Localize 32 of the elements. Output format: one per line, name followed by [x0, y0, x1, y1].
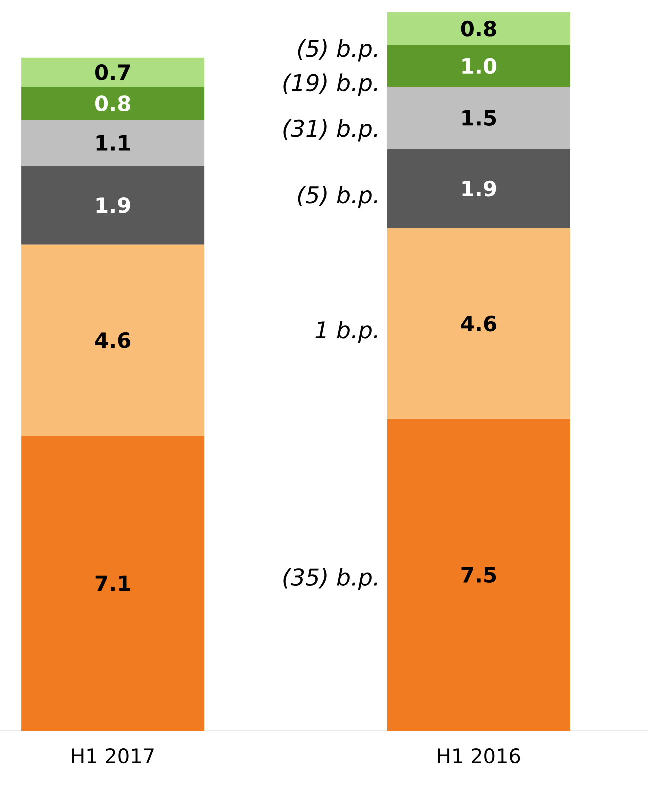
annotation: 1 b.p. [316, 320, 378, 344]
bar [387, 419, 570, 731]
data-label: 7.5 [462, 567, 496, 583]
bar [22, 436, 205, 731]
bar [387, 149, 570, 228]
data-label: 0.8 [95, 96, 130, 112]
data-label: 7.1 [96, 576, 130, 592]
bar [387, 45, 570, 87]
x-tick-label: H1 2017 [72, 748, 154, 764]
data-label: 0.8 [461, 20, 496, 37]
data-label: 4.6 [461, 316, 496, 332]
data-label: 1.9 [96, 197, 130, 214]
x-tick-label: H1 2016 [438, 748, 520, 764]
bar [22, 244, 205, 436]
bar [22, 120, 205, 166]
annotation: (31) b.p. [284, 119, 378, 142]
data-label: 1.0 [462, 58, 497, 74]
annotation: (5) b.p. [298, 40, 378, 62]
bar [22, 58, 205, 87]
bar [22, 166, 205, 245]
data-label: 4.6 [95, 332, 131, 348]
annotation: (19) b.p. [284, 74, 378, 96]
bar [22, 87, 205, 120]
annotation: (5) b.p. [298, 186, 378, 208]
data-label: 0.7 [95, 64, 130, 80]
bar [387, 87, 570, 150]
annotation: (35) b.p. [284, 568, 378, 590]
data-label: 1.5 [462, 110, 496, 126]
bar [387, 12, 570, 46]
data-label: 1.9 [462, 180, 496, 197]
bar [387, 228, 570, 420]
data-label: 1.1 [96, 135, 130, 151]
